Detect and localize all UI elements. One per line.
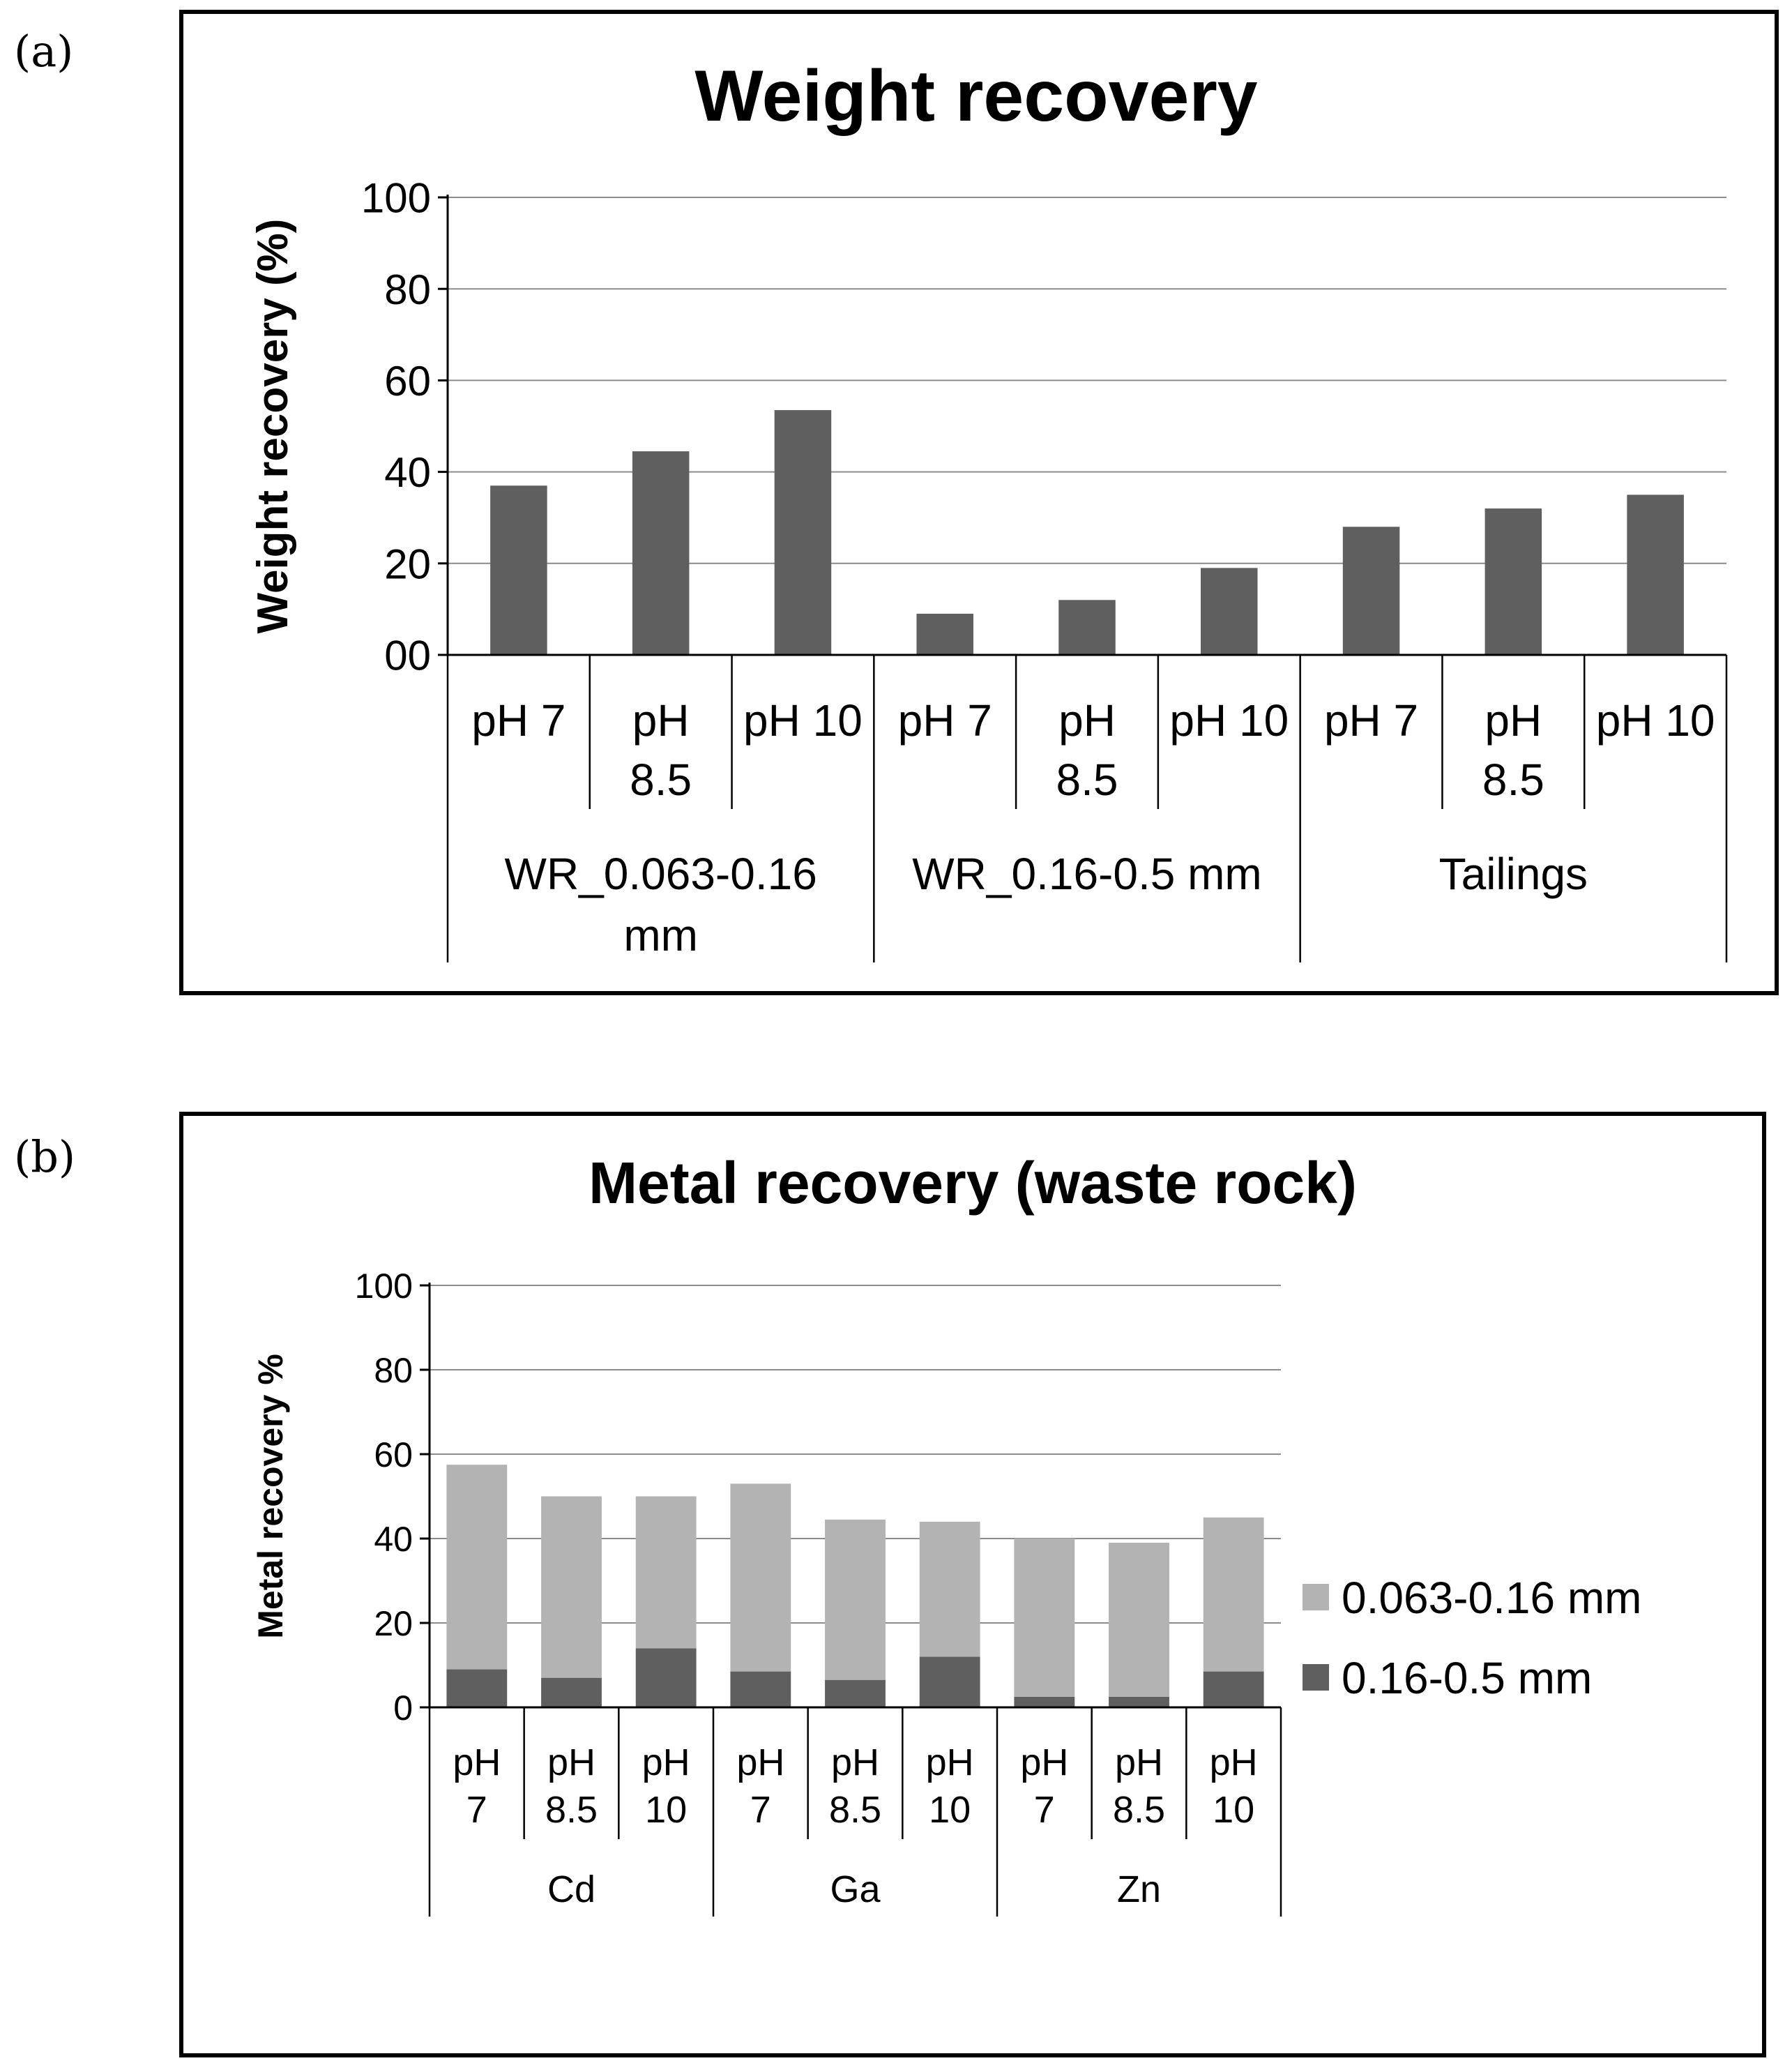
bar-segment-fine xyxy=(541,1496,602,1678)
x-category-label: pH 10 xyxy=(1596,695,1715,746)
bar-segment-coarse xyxy=(1014,1696,1075,1707)
y-tick-label: 80 xyxy=(384,266,431,313)
chart-a-frame xyxy=(179,10,1779,995)
bar-segment-coarse xyxy=(1109,1696,1169,1707)
panel-b-label: (b) xyxy=(14,1131,75,1182)
y-tick-label: 40 xyxy=(374,1520,413,1559)
bar xyxy=(916,613,973,655)
panel-a-label: (a) xyxy=(14,26,73,77)
bar-segment-coarse xyxy=(635,1648,697,1707)
x-group-label: WR_0.063-0.16 xyxy=(505,849,817,899)
chart-title: Metal recovery (waste rock) xyxy=(589,1150,1357,1216)
bar-segment-fine xyxy=(825,1519,886,1680)
y-tick-label: 80 xyxy=(374,1351,413,1390)
y-tick-label: 0 xyxy=(393,1689,413,1728)
y-tick-label: 20 xyxy=(374,1604,413,1643)
x-category-label: pH xyxy=(926,1742,974,1783)
bar xyxy=(632,451,690,655)
x-category-label: pH xyxy=(547,1742,595,1783)
x-group-label: Cd xyxy=(547,1868,595,1910)
legend-swatch xyxy=(1303,1584,1329,1610)
bar xyxy=(1485,508,1542,655)
chart-title: Weight recovery xyxy=(694,56,1257,137)
x-category-label: pH xyxy=(1210,1742,1258,1783)
bar-segment-fine xyxy=(1203,1517,1264,1672)
x-category-label: 8.5 xyxy=(1056,755,1118,805)
bar xyxy=(1342,527,1400,655)
bar xyxy=(774,410,832,655)
x-category-label: 7 xyxy=(1034,1789,1055,1831)
y-tick-label: 100 xyxy=(355,1267,413,1306)
bar-segment-fine xyxy=(1109,1543,1169,1697)
y-tick-label: 00 xyxy=(384,633,431,679)
bar-segment-coarse xyxy=(825,1679,886,1707)
x-category-label: pH 7 xyxy=(1324,695,1418,746)
y-axis-label: Metal recovery % xyxy=(251,1354,290,1639)
bar-segment-coarse xyxy=(730,1671,791,1707)
y-tick-label: 60 xyxy=(384,358,431,405)
bar-segment-fine xyxy=(635,1496,697,1649)
x-group-label: Tailings xyxy=(1439,849,1588,899)
x-category-label: 7 xyxy=(466,1789,487,1831)
bar-segment-fine xyxy=(1014,1539,1075,1697)
x-category-label: pH 10 xyxy=(1169,695,1289,746)
y-tick-label: 60 xyxy=(374,1435,413,1474)
x-category-label: pH xyxy=(1485,695,1542,746)
legend-label: 0.16-0.5 mm xyxy=(1342,1653,1592,1703)
x-category-label: pH 7 xyxy=(898,695,992,746)
x-category-label: pH xyxy=(1020,1742,1068,1783)
bar-segment-coarse xyxy=(1203,1671,1264,1707)
bar-segment-coarse xyxy=(446,1669,508,1707)
x-category-label: 8.5 xyxy=(630,755,692,805)
x-group-label: Zn xyxy=(1117,1868,1161,1910)
x-category-label: pH xyxy=(736,1742,784,1783)
x-category-label: 8.5 xyxy=(1113,1789,1165,1831)
legend-label: 0.063-0.16 mm xyxy=(1342,1573,1641,1623)
bar xyxy=(1627,494,1684,655)
x-group-label: Ga xyxy=(830,1868,881,1910)
x-category-label: pH 7 xyxy=(471,695,565,746)
bar xyxy=(1201,568,1258,655)
x-category-label: 10 xyxy=(1213,1789,1254,1831)
y-axis-label: Weight recovery (%) xyxy=(249,219,297,634)
x-group-label: WR_0.16-0.5 mm xyxy=(912,849,1261,899)
bar-segment-fine xyxy=(919,1521,980,1657)
x-category-label: pH xyxy=(642,1742,690,1783)
x-category-label: pH xyxy=(453,1742,501,1783)
x-group-label: mm xyxy=(623,910,698,960)
x-category-label: pH 10 xyxy=(743,695,863,746)
x-category-label: 8.5 xyxy=(829,1789,881,1831)
x-category-label: pH xyxy=(1058,695,1116,746)
x-category-label: 10 xyxy=(929,1789,971,1831)
bar xyxy=(490,485,547,655)
bar-segment-fine xyxy=(446,1465,508,1670)
y-tick-label: 40 xyxy=(384,449,431,496)
bar xyxy=(1058,600,1116,655)
x-category-label: 8.5 xyxy=(545,1789,598,1831)
y-tick-label: 20 xyxy=(384,541,431,587)
x-category-label: pH xyxy=(1115,1742,1163,1783)
bar-segment-coarse xyxy=(541,1677,602,1707)
x-category-label: pH xyxy=(831,1742,879,1783)
x-category-label: 8.5 xyxy=(1482,755,1544,805)
bar-segment-coarse xyxy=(919,1656,980,1707)
y-tick-label: 100 xyxy=(361,175,431,222)
weight-recovery-chart: Weight recovery 00 20 40 60 80 100 Weight recov… xyxy=(249,56,1728,962)
x-category-label: pH xyxy=(632,695,690,746)
legend-swatch xyxy=(1303,1664,1329,1691)
metal-recovery-chart: Metal recovery (waste rock) 0 20 40 60 80 100 M… xyxy=(251,1150,1641,1917)
bar-segment-fine xyxy=(730,1483,791,1672)
x-category-label: 7 xyxy=(750,1789,771,1831)
x-category-label: 10 xyxy=(645,1789,687,1831)
